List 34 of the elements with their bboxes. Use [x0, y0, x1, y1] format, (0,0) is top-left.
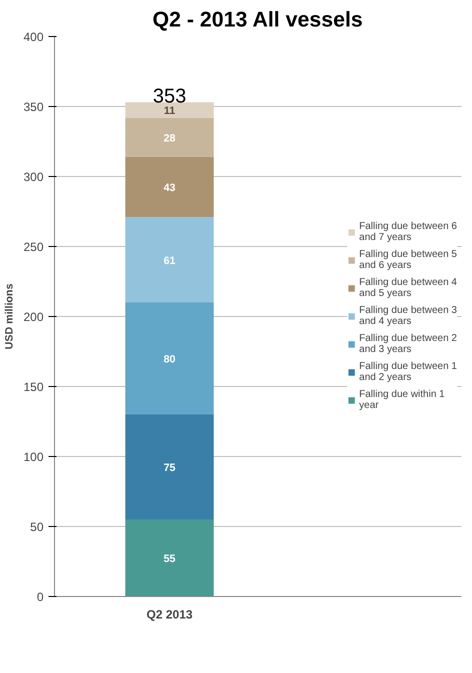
text: Q2 - 2013 All vessels: [152, 8, 363, 32]
bar: [125, 217, 214, 302]
legend-label: Falling due between 5 and 6 years: [359, 249, 457, 271]
y-tick-label: 200: [23, 310, 44, 324]
data-label: 43: [164, 182, 176, 194]
data-label: 80: [164, 354, 176, 366]
data-label: 61: [164, 254, 176, 267]
data-label: 28: [164, 132, 176, 144]
data-label: 55: [164, 553, 176, 565]
bar: [125, 302, 214, 414]
data-label: 75: [164, 462, 176, 474]
y-tick-label: 250: [23, 240, 44, 254]
x-tick-label: Q2 2013: [146, 608, 193, 622]
y-tick-label: 350: [23, 100, 44, 114]
legend-label: Falling due between 6 and 7 years: [359, 221, 457, 243]
legend-label: Falling due between 2 and 3 years: [359, 333, 457, 355]
y-tick-label: 0: [36, 590, 44, 604]
y-tick-label: 300: [23, 170, 44, 184]
legend-label: Falling due between 1 and 2 years: [359, 361, 457, 383]
legend-label: Falling due within 1 year: [359, 389, 445, 411]
bar: [125, 118, 214, 157]
data-label: 11: [164, 105, 176, 117]
legend-label: Falling due between 3 and 4 years: [359, 305, 457, 327]
y-tick-label: 400: [23, 30, 44, 44]
bar: [125, 156, 214, 218]
y-tick-label: 50: [30, 520, 44, 534]
y-tick-label: 100: [23, 450, 44, 464]
bar: [125, 414, 214, 520]
bar: [125, 520, 214, 596]
y-axis-title: USD millions: [3, 284, 16, 350]
legend-label: Falling due between 4 and 5 years: [359, 277, 457, 299]
y-tick-label: 150: [23, 380, 44, 394]
total-label: 353: [152, 85, 186, 108]
bar: [125, 102, 214, 118]
